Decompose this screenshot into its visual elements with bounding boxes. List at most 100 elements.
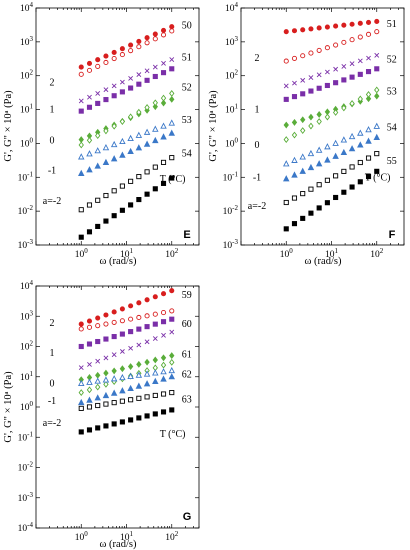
data-point: [341, 189, 347, 195]
panel-label: E: [183, 229, 190, 241]
y-tick-label-base: 10: [20, 38, 30, 48]
data-point: [300, 53, 306, 59]
data-point: [119, 373, 126, 381]
data-point: [128, 48, 134, 54]
data-point: [160, 310, 167, 316]
data-point: [119, 207, 125, 213]
data-point: [308, 210, 314, 216]
y-tick-label-base: 10: [18, 464, 28, 474]
data-point: [143, 128, 151, 135]
data-point: [86, 60, 93, 66]
series-3: [283, 52, 380, 89]
data-point: [341, 77, 347, 83]
data-point: [103, 369, 109, 377]
temperature-label: 53: [387, 87, 397, 98]
series-6: [283, 86, 380, 144]
data-point: [152, 31, 158, 37]
data-point: [136, 38, 142, 44]
data-point: [324, 200, 330, 206]
data-point: [102, 391, 110, 399]
data-point: [169, 175, 175, 181]
data-point: [95, 63, 101, 69]
data-point: [143, 370, 151, 377]
data-point: [308, 88, 314, 94]
data-point: [87, 361, 92, 367]
data-point: [103, 87, 109, 93]
data-point: [135, 371, 143, 378]
y-tick-label-exponent: -3: [232, 238, 238, 246]
data-point: [95, 383, 101, 391]
shift-factor-label: 2: [255, 53, 260, 64]
data-point: [316, 182, 322, 188]
data-point: [128, 345, 134, 351]
data-point: [78, 207, 84, 213]
panel-label: G: [183, 511, 192, 523]
data-point: [78, 169, 85, 176]
series-4: [283, 66, 380, 102]
y-tick-label-base: 10: [223, 173, 233, 183]
data-point: [144, 191, 150, 197]
data-point: [291, 118, 298, 126]
series-2: [78, 28, 175, 77]
data-point: [136, 360, 142, 368]
shift-factor-label: 1: [255, 105, 260, 116]
data-point: [160, 361, 167, 369]
data-point: [144, 313, 150, 319]
shift-factor-label: a=-2: [43, 418, 61, 429]
data-point: [78, 136, 84, 144]
data-point: [111, 93, 117, 99]
data-point: [127, 113, 134, 121]
data-point: [127, 384, 134, 392]
y-tick-label-base: 10: [20, 139, 30, 149]
y-tick-label-base: 10: [20, 106, 30, 116]
data-point: [111, 83, 117, 89]
series-1: [78, 288, 175, 327]
y-tick-label-exponent: -1: [27, 170, 33, 178]
data-point: [78, 429, 84, 435]
data-point: [86, 202, 93, 208]
data-point: [103, 312, 109, 318]
data-point: [316, 25, 322, 31]
data-point: [128, 202, 134, 208]
data-point: [128, 85, 134, 91]
data-point: [152, 377, 159, 384]
data-point: [169, 407, 175, 413]
data-point: [374, 66, 380, 72]
x-tick-label: 100: [75, 247, 89, 260]
data-point: [128, 316, 134, 322]
data-point: [365, 137, 372, 144]
y-tick-label: 10-2: [18, 461, 34, 474]
data-point: [128, 329, 134, 335]
data-point: [78, 153, 85, 160]
data-point: [95, 100, 101, 106]
data-point: [152, 136, 159, 144]
y-tick-label-exponent: 2: [235, 69, 239, 77]
temperature-label: 61: [182, 349, 192, 360]
data-point: [119, 365, 126, 373]
y-tick-label-exponent: 0: [235, 136, 239, 144]
data-point: [348, 145, 356, 152]
data-point: [111, 122, 117, 130]
y-tick-label-base: 10: [18, 524, 28, 534]
x-axis: 100 101 102: [35, 8, 200, 260]
series-7: [78, 366, 175, 387]
data-point: [283, 136, 289, 144]
temperature-label: 54: [182, 149, 192, 160]
series-5: [283, 92, 380, 129]
data-point: [86, 229, 93, 235]
data-point: [86, 324, 93, 330]
data-point: [110, 375, 118, 382]
series-7: [78, 119, 175, 160]
data-point: [95, 132, 101, 140]
y-tick-label: 102: [20, 69, 34, 82]
data-point: [291, 171, 298, 178]
data-point: [283, 226, 289, 232]
data-point: [283, 121, 289, 129]
data-point: [94, 162, 101, 169]
data-point: [169, 95, 175, 103]
y-tick-label-base: 10: [18, 207, 28, 217]
data-point: [169, 155, 175, 161]
data-point: [291, 195, 298, 201]
data-point: [152, 411, 158, 417]
